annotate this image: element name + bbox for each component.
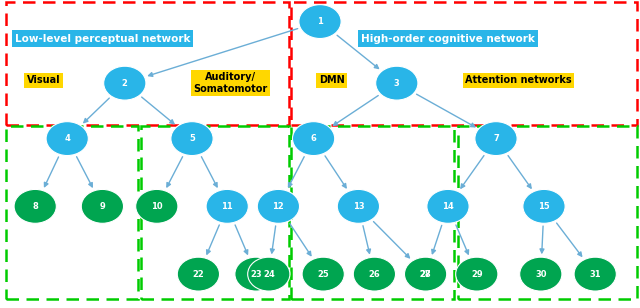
Text: 5: 5 — [189, 134, 195, 143]
Text: 3: 3 — [394, 79, 399, 88]
Text: Auditory/
Somatomotor: Auditory/ Somatomotor — [193, 72, 268, 94]
Text: 15: 15 — [538, 202, 550, 211]
Ellipse shape — [257, 189, 300, 223]
Text: 13: 13 — [353, 202, 364, 211]
Ellipse shape — [523, 189, 565, 223]
Ellipse shape — [520, 257, 562, 291]
Text: 25: 25 — [317, 270, 329, 279]
Ellipse shape — [456, 257, 498, 291]
Text: High-order cognitive network: High-order cognitive network — [361, 34, 535, 43]
Text: 6: 6 — [310, 134, 317, 143]
Text: 23: 23 — [250, 270, 262, 279]
Ellipse shape — [248, 257, 290, 291]
Text: 4: 4 — [64, 134, 70, 143]
Text: DMN: DMN — [319, 75, 344, 85]
Text: 12: 12 — [273, 202, 284, 211]
Text: 30: 30 — [535, 270, 547, 279]
Text: 2: 2 — [122, 79, 128, 88]
Text: 9: 9 — [100, 202, 105, 211]
Bar — [6, 126, 138, 299]
Ellipse shape — [302, 257, 344, 291]
Text: 22: 22 — [193, 270, 204, 279]
Bar — [291, 2, 637, 125]
Bar — [141, 126, 289, 299]
Ellipse shape — [299, 5, 341, 38]
Ellipse shape — [337, 189, 380, 223]
Ellipse shape — [353, 257, 396, 291]
Ellipse shape — [136, 189, 178, 223]
Ellipse shape — [427, 189, 469, 223]
Ellipse shape — [404, 257, 447, 291]
Bar — [291, 126, 454, 299]
Text: 10: 10 — [151, 202, 163, 211]
Bar — [458, 126, 637, 299]
Ellipse shape — [376, 66, 418, 100]
Text: Attention networks: Attention networks — [465, 75, 572, 85]
Ellipse shape — [292, 122, 335, 156]
Bar — [6, 2, 289, 125]
Ellipse shape — [81, 189, 124, 223]
Ellipse shape — [235, 257, 277, 291]
Text: Visual: Visual — [27, 75, 60, 85]
Text: 28: 28 — [420, 270, 431, 279]
Text: 7: 7 — [493, 134, 499, 143]
Ellipse shape — [177, 257, 220, 291]
Text: 14: 14 — [442, 202, 454, 211]
Text: 8: 8 — [33, 202, 38, 211]
Ellipse shape — [404, 257, 447, 291]
Ellipse shape — [14, 189, 56, 223]
Ellipse shape — [171, 122, 213, 156]
Ellipse shape — [206, 189, 248, 223]
Text: 26: 26 — [369, 270, 380, 279]
Text: 29: 29 — [471, 270, 483, 279]
Ellipse shape — [574, 257, 616, 291]
Ellipse shape — [46, 122, 88, 156]
Ellipse shape — [475, 122, 517, 156]
Text: 24: 24 — [263, 270, 275, 279]
Text: Low-level perceptual network: Low-level perceptual network — [15, 34, 190, 43]
Text: 27: 27 — [420, 270, 431, 279]
Ellipse shape — [104, 66, 146, 100]
Text: 31: 31 — [589, 270, 601, 279]
Text: 1: 1 — [317, 17, 323, 26]
Text: 11: 11 — [221, 202, 233, 211]
